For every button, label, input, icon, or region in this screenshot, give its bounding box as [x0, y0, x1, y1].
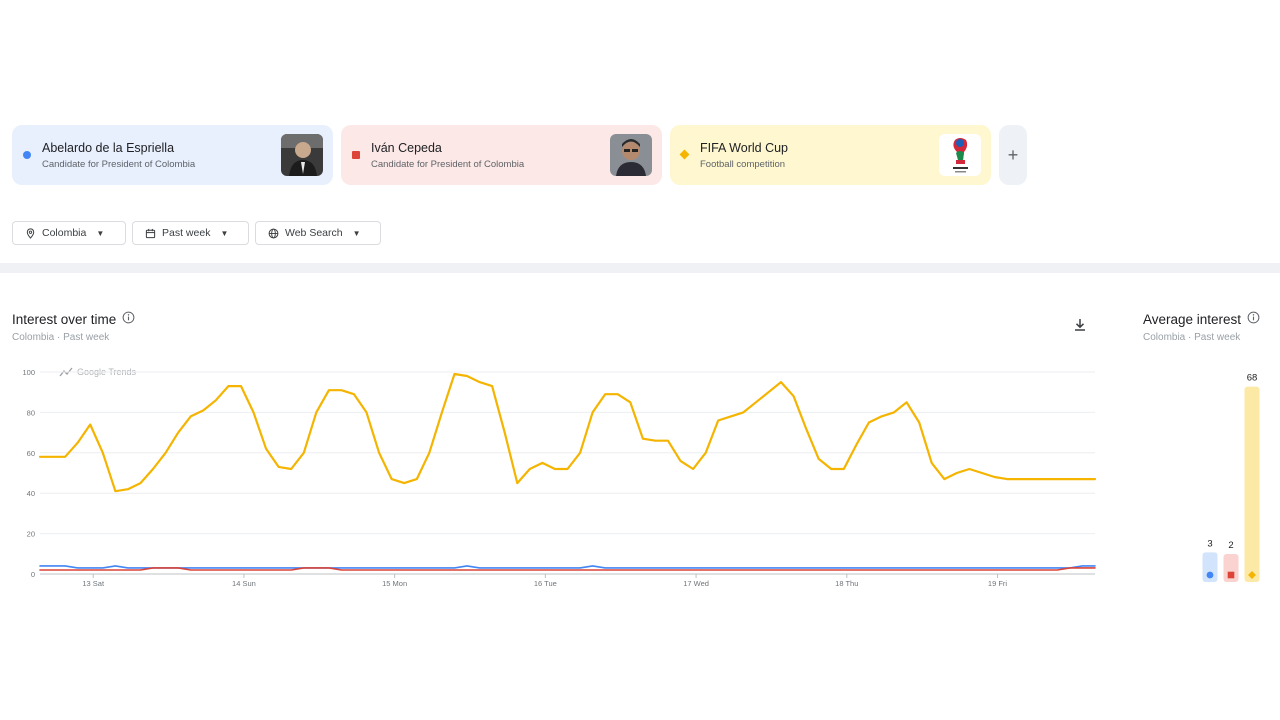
term-subtitle: Candidate for President of Colombia	[371, 158, 525, 170]
x-tick-label: 16 Tue	[534, 579, 557, 588]
filter-label: Past week	[162, 227, 211, 239]
search-type-filter[interactable]: Web Search ▼	[255, 221, 381, 245]
average-value-label: 2	[1228, 540, 1233, 551]
person-photo-icon	[610, 134, 652, 176]
y-tick-label: 80	[27, 408, 35, 417]
y-tick-label: 100	[22, 368, 35, 377]
caret-down-icon: ▼	[352, 228, 361, 238]
series-diamond-marker-icon	[1248, 571, 1256, 579]
average-bar	[1244, 386, 1260, 582]
caret-down-icon: ▼	[96, 228, 105, 238]
y-tick-label: 20	[27, 530, 35, 539]
location-filter[interactable]: Colombia ▼	[12, 221, 126, 245]
series-line-1	[39, 567, 1096, 571]
average-value-label: 68	[1247, 373, 1258, 384]
filter-bar: Colombia ▼ Past week ▼ Web Search ▼	[12, 221, 381, 245]
download-icon[interactable]	[1072, 317, 1088, 338]
series-circle-marker-icon	[23, 151, 31, 159]
series-square-marker-icon	[352, 151, 360, 159]
x-tick-label: 19 Fri	[988, 579, 1008, 588]
y-tick-label: 40	[27, 489, 35, 498]
average-bar	[1223, 554, 1239, 582]
filter-label: Web Search	[285, 227, 343, 239]
info-icon[interactable]	[1247, 311, 1260, 327]
globe-icon	[268, 228, 279, 239]
average-interest-title-row: Average interest	[1143, 311, 1260, 327]
series-line-2	[38, 372, 1097, 493]
x-tick-label: 17 Wed	[683, 579, 709, 588]
x-tick-label: 13 Sat	[82, 579, 105, 588]
term-name: FIFA World Cup	[700, 140, 788, 155]
interest-over-time-title: Interest over time	[12, 311, 117, 327]
interest-over-time-title-row: Interest over time	[12, 311, 135, 327]
series-square-marker-icon	[1227, 571, 1235, 579]
info-icon[interactable]	[122, 311, 135, 327]
series-circle-marker-icon	[1206, 571, 1214, 579]
term-name: Abelardo de la Espriella	[42, 140, 175, 155]
time-range-filter[interactable]: Past week ▼	[132, 221, 249, 245]
term-subtitle: Football competition	[700, 158, 786, 170]
x-tick-label: 15 Mon	[382, 579, 407, 588]
term-card-ivan[interactable]: Iván Cepeda Candidate for President of C…	[341, 125, 662, 185]
add-term-button[interactable]: +	[999, 125, 1027, 185]
section-divider	[0, 263, 1280, 273]
trophy-logo-icon	[939, 134, 981, 176]
x-tick-label: 14 Sun	[232, 579, 256, 588]
average-interest-chart: 3 2 68	[1202, 373, 1260, 582]
person-photo-icon	[281, 134, 323, 176]
x-tick-label: 18 Thu	[835, 579, 858, 588]
y-tick-label: 0	[31, 570, 35, 579]
series-line-0	[39, 565, 1096, 569]
calendar-icon	[145, 228, 156, 239]
compare-terms-row: Abelardo de la Espriella Candidate for P…	[12, 125, 1027, 185]
average-interest-title: Average interest	[1143, 311, 1242, 327]
term-subtitle: Candidate for President of Colombia	[42, 158, 196, 170]
filter-label: Colombia	[42, 227, 87, 239]
location-pin-icon	[25, 227, 36, 239]
average-interest-subtitle: Colombia · Past week	[1143, 332, 1241, 343]
interest-over-time-subtitle: Colombia · Past week	[12, 332, 110, 343]
average-bar	[1202, 552, 1218, 582]
series-diamond-marker-icon	[679, 149, 690, 160]
average-value-label: 3	[1207, 538, 1212, 549]
caret-down-icon: ▼	[220, 228, 229, 238]
y-tick-label: 60	[27, 449, 35, 458]
term-card-fifa[interactable]: FIFA World Cup Football competition	[670, 125, 991, 185]
term-card-abelardo[interactable]: Abelardo de la Espriella Candidate for P…	[12, 125, 333, 185]
term-name: Iván Cepeda	[371, 140, 442, 155]
